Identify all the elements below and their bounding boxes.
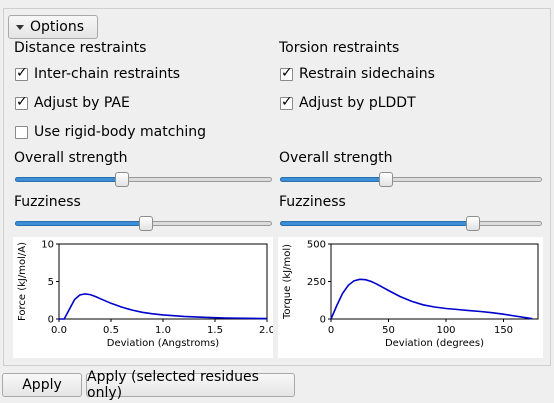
interchain-restraints-checkbox[interactable]: Inter-chain restraints [15,65,181,82]
adjust-by-plddt-checkbox[interactable]: Adjust by pLDDT [280,94,416,111]
torsion-strength-label: Overall strength [279,150,393,166]
torque-chart: 0 50 100 150 0 250 500 Deviation (degrees) Torqu… [282,240,539,349]
y-tick-label: 250 [307,277,326,288]
x-tick-label: 0.0 [51,325,67,336]
y-tick-label: 5 [48,277,54,288]
x-tick-label: 0.5 [103,325,119,336]
options-panel: Options Distance restraints Inter-chain … [3,8,551,366]
x-tick-label: 2.0 [259,325,273,336]
torque-plot: 0 50 100 150 0 250 500 Deviation (degrees) Torqu… [278,237,543,358]
checkbox-icon[interactable] [15,65,28,81]
adjust-by-plddt-label: Adjust by pLDDT [299,95,416,111]
x-tick-label: 100 [436,325,455,336]
options-toggle-button[interactable]: Options [8,15,98,39]
plot-frame [58,243,268,320]
checkbox-icon[interactable] [280,94,293,110]
restrain-sidechains-checkbox[interactable]: Restrain sidechains [280,65,435,82]
x-tick-label: 1.0 [155,325,171,336]
series-line [59,293,268,320]
checkbox-icon[interactable] [15,94,28,110]
distance-fuzziness-label: Fuzziness [14,194,81,210]
force-plot: 0.0 0.5 1.0 1.5 2.0 0 5 10 Deviation (Angstroms)… [13,237,275,358]
apply-button[interactable]: Apply [2,373,82,397]
torsion-fuzziness-label: Fuzziness [279,194,346,210]
series-line [330,278,533,320]
x-tick-label: 150 [494,325,513,336]
y-tick-label: 0 [320,315,326,326]
x-tick-label: 1.5 [207,325,223,336]
distance-strength-label: Overall strength [14,150,128,166]
adjust-by-pae-label: Adjust by PAE [34,95,130,111]
x-tick-label: 50 [382,325,395,336]
slider-handle[interactable] [115,172,129,187]
torsion-fuzziness-slider[interactable] [280,216,542,232]
y-tick-label: 500 [307,240,326,251]
checkbox-icon[interactable] [15,125,28,139]
checkbox-icon[interactable] [280,65,293,81]
distance-strength-slider[interactable] [15,172,272,188]
torsion-strength-slider[interactable] [280,172,542,188]
force-chart: 0.0 0.5 1.0 1.5 2.0 0 5 10 Deviation (Angstroms)… [17,240,275,350]
rigid-body-matching-checkbox[interactable]: Use rigid-body matching [15,124,206,140]
apply-selected-button[interactable]: Apply (selected residues only) [86,369,295,401]
rigid-body-matching-label: Use rigid-body matching [34,124,206,140]
slider-fill [15,177,122,182]
distance-restraints-heading: Distance restraints [14,40,147,56]
slider-handle[interactable] [379,172,393,187]
slider-fill [280,177,386,182]
options-label: Options [30,19,85,35]
slider-handle[interactable] [466,216,480,231]
torsion-restraints-heading: Torsion restraints [279,40,400,56]
slider-handle[interactable] [139,216,153,231]
triangle-down-icon [16,24,24,30]
y-axis-label: Force (kJ/mol/A) [17,242,28,321]
distance-fuzziness-slider[interactable] [15,216,272,232]
y-axis-label: Torque (kJ/mol) [282,244,293,320]
restrain-sidechains-label: Restrain sidechains [299,66,435,82]
x-axis-label: Deviation (Angstroms) [107,338,220,349]
y-tick-label: 0 [48,315,54,326]
interchain-restraints-label: Inter-chain restraints [34,66,181,82]
slider-fill [280,221,473,226]
x-axis-label: Deviation (degrees) [385,338,484,349]
x-tick-label: 0 [328,325,334,336]
slider-fill [15,221,146,226]
y-tick-label: 10 [41,240,54,251]
adjust-by-pae-checkbox[interactable]: Adjust by PAE [15,94,130,111]
